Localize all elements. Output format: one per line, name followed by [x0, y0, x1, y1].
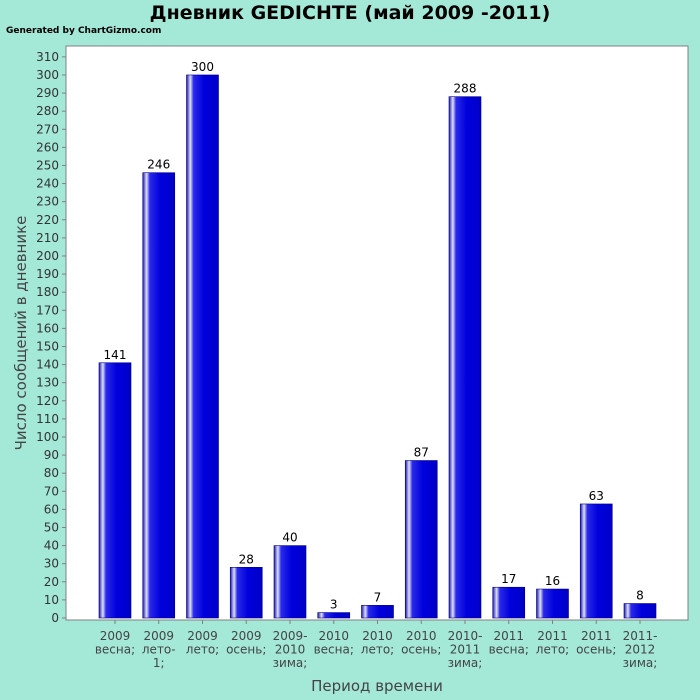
y-tick-label: 120	[36, 394, 59, 408]
y-tick-label: 270	[36, 122, 59, 136]
y-tick-label: 190	[36, 267, 59, 281]
bar	[273, 545, 307, 619]
y-tick-label: 80	[44, 466, 59, 480]
y-tick-label: 0	[51, 611, 59, 625]
bar	[448, 96, 482, 619]
bar	[623, 603, 657, 619]
x-axis-label: Период времени	[311, 677, 443, 695]
bar-value-label: 246	[147, 158, 170, 172]
bar-value-label: 7	[374, 590, 382, 604]
y-tick-label: 210	[36, 231, 59, 245]
bar	[186, 74, 219, 619]
bar-value-label: 8	[636, 589, 644, 603]
bar-value-label: 63	[589, 489, 604, 503]
bar	[142, 172, 176, 619]
y-tick-label: 180	[36, 285, 59, 299]
bar	[492, 586, 526, 619]
y-tick-label: 40	[44, 539, 59, 553]
bar-value-label: 288	[454, 82, 477, 96]
x-tick-label: 2009 осень;	[226, 629, 266, 657]
y-tick-label: 300	[36, 68, 59, 82]
y-tick-label: 50	[44, 520, 59, 534]
y-tick-label: 60	[44, 502, 59, 516]
y-tick-label: 230	[36, 195, 59, 209]
bar	[98, 362, 132, 619]
x-tick-label: 2011 лето;	[536, 629, 569, 657]
y-tick-label: 100	[36, 430, 59, 444]
y-tick-label: 310	[36, 50, 59, 64]
bar-value-label: 28	[239, 552, 254, 566]
y-tick-label: 160	[36, 321, 59, 335]
y-tick-label: 260	[36, 140, 59, 154]
x-tick-label: 2009 весна;	[95, 629, 135, 657]
x-tick-label: 2009 лето-1;	[142, 629, 176, 670]
y-tick-label: 220	[36, 213, 59, 227]
bar-value-label: 87	[414, 446, 429, 460]
x-tick-label: 2010-2011 зима;	[448, 629, 483, 670]
x-tick-label: 2011-2012 зима;	[623, 629, 658, 670]
y-tick-label: 110	[36, 412, 59, 426]
y-tick-label: 70	[44, 484, 59, 498]
bar	[579, 503, 613, 619]
y-tick-label: 290	[36, 86, 59, 100]
bar-value-label: 141	[104, 348, 127, 362]
x-tick-label: 2010 лето;	[361, 629, 394, 657]
x-tick-label: 2010 весна;	[314, 629, 354, 657]
bar	[361, 605, 394, 619]
credit-text: Generated by ChartGizmo.com	[6, 26, 162, 36]
bar-value-label: 16	[545, 574, 560, 588]
y-tick-label: 250	[36, 158, 59, 172]
bar-value-label: 40	[282, 531, 297, 545]
x-tick-label: 2011 весна;	[489, 629, 529, 657]
y-tick-label: 240	[36, 177, 59, 191]
bar	[404, 460, 438, 619]
y-tick-label: 30	[44, 557, 59, 571]
bar	[536, 588, 569, 619]
bar-value-label: 17	[501, 572, 516, 586]
chart-title: Дневник GEDICHTE (май 2009 -2011)	[149, 2, 551, 24]
bar-value-label: 300	[191, 60, 214, 74]
y-tick-label: 280	[36, 104, 59, 118]
y-tick-label: 150	[36, 339, 59, 353]
bar-value-label: 3	[330, 598, 338, 612]
bar	[317, 612, 351, 619]
x-tick-label: 2011 осень;	[576, 629, 616, 657]
x-tick-label: 2009 лето;	[186, 629, 219, 657]
y-tick-label: 200	[36, 249, 59, 263]
y-tick-label: 20	[44, 575, 59, 589]
y-tick-label: 170	[36, 303, 59, 317]
y-tick-label: 10	[44, 593, 59, 607]
bar	[229, 567, 263, 619]
y-tick-label: 140	[36, 358, 59, 372]
y-tick-label: 90	[44, 448, 59, 462]
y-axis-label: Число сообщений в дневнике	[12, 216, 30, 451]
x-tick-label: 2010 осень;	[401, 629, 441, 657]
x-tick-label: 2009-2010 зима;	[273, 629, 308, 670]
y-tick-label: 130	[36, 376, 59, 390]
